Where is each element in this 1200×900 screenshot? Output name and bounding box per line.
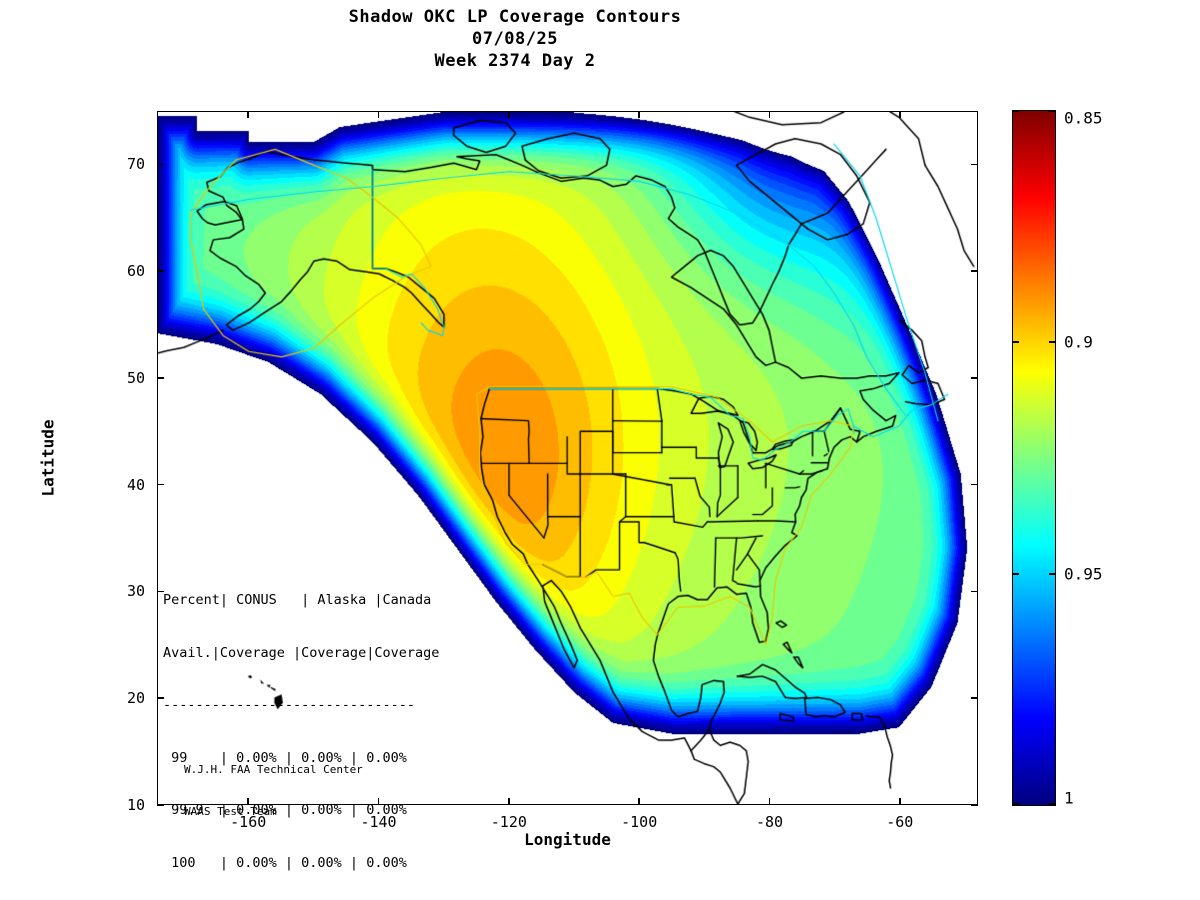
stats-row-99-9: 99.9 | 0.00% | 0.00% | 0.00%: [163, 802, 407, 818]
y-tick-mark: [971, 270, 978, 272]
x-tick-mark: [508, 111, 510, 118]
title-line-3: Week 2374 Day 2: [434, 51, 596, 71]
colorbar-tick-mark: [1012, 341, 1019, 343]
y-tick-label: 60: [126, 262, 145, 281]
y-tick-mark: [157, 163, 164, 166]
x-tick-mark: [899, 798, 901, 805]
colorbar-tick-mark: [1049, 110, 1056, 112]
credit-line-1: W.J.H. FAA Technical Center: [184, 763, 363, 776]
y-tick-mark: [971, 483, 978, 486]
colorbar: 1 0.95 0.9 0.85: [1012, 109, 1103, 808]
x-axis-title: Longitude: [524, 830, 611, 849]
x-tick-label: -60: [886, 813, 914, 831]
x-tick-mark: [377, 798, 380, 805]
colorbar-tick-mark: [1012, 110, 1019, 112]
x-tick-mark: [508, 798, 510, 805]
y-tick-label: 50: [126, 368, 145, 387]
colorbar-tick-mark: [1012, 573, 1019, 575]
x-tick-mark: [899, 111, 901, 118]
y-tick-label: 30: [126, 582, 145, 601]
colorbar-gradient: [1012, 110, 1056, 806]
stats-header-row-2: Avail.|Coverage |Coverage|Coverage: [163, 644, 440, 661]
x-tick-mark: [768, 798, 771, 805]
y-tick-mark: [157, 804, 164, 806]
y-axis-title: Latitude: [38, 419, 58, 497]
stats-divider: -------------------------------: [163, 697, 415, 713]
y-tick-label: 70: [126, 155, 145, 174]
y-tick-mark: [971, 590, 978, 593]
x-tick-mark: [247, 798, 250, 805]
colorbar-tick-label: 0.9: [1064, 332, 1093, 352]
colorbar-tick-label: 0.85: [1064, 108, 1103, 128]
colorbar-tick-mark: [1049, 803, 1056, 805]
y-tick-mark: [971, 804, 978, 806]
y-tick-mark: [157, 270, 164, 272]
stats-header-row-1: Percent| CONUS | Alaska |Canada: [163, 592, 432, 608]
colorbar-tick-mark: [1049, 573, 1056, 575]
x-tick-label: -120: [490, 813, 527, 831]
stats-row-99: 99 | 0.00% | 0.00% | 0.00%: [163, 749, 407, 766]
y-tick-mark: [971, 377, 978, 379]
y-tick-label: 20: [126, 689, 145, 708]
x-tick-mark: [638, 111, 640, 118]
map-plot-area: [157, 111, 978, 805]
x-tick-mark: [247, 111, 250, 118]
colorbar-tick-label: 1: [1064, 788, 1074, 808]
x-tick-label: -80: [755, 813, 784, 831]
y-tick-mark: [157, 590, 164, 593]
y-tick-mark: [157, 697, 164, 700]
y-tick-mark: [971, 697, 978, 700]
x-tick-mark: [377, 111, 380, 118]
title-line-2: 07/08/25: [472, 29, 558, 49]
colorbar-tick-mark: [1049, 341, 1056, 343]
coverage-field-canvas: [158, 112, 977, 804]
y-tick-mark: [157, 483, 164, 486]
x-tick-label: -140: [360, 813, 397, 831]
y-tick-mark: [971, 163, 978, 166]
credit-block: W.J.H. FAA Technical Center WAAS Test Te…: [184, 735, 363, 847]
plot-title-block: Shadow OKC LP Coverage Contours 07/08/25…: [0, 6, 1030, 72]
x-tick-label: -160: [230, 813, 267, 831]
colorbar-tick-label: 0.95: [1064, 564, 1103, 584]
stats-row-100: 100 | 0.00% | 0.00% | 0.00%: [163, 854, 407, 871]
x-tick-mark: [638, 798, 640, 805]
title-line-1: Shadow OKC LP Coverage Contours: [348, 7, 682, 27]
x-tick-label: -100: [621, 813, 658, 831]
credit-line-2: WAAS Test Team: [184, 805, 277, 818]
y-tick-label: 40: [126, 475, 145, 494]
y-tick-mark: [157, 377, 164, 379]
colorbar-tick-mark: [1012, 803, 1019, 805]
x-tick-mark: [768, 111, 771, 118]
coverage-stats-table: Percent| CONUS | Alaska |Canada Avail.|C…: [163, 557, 439, 900]
y-tick-label: 10: [126, 796, 145, 814]
